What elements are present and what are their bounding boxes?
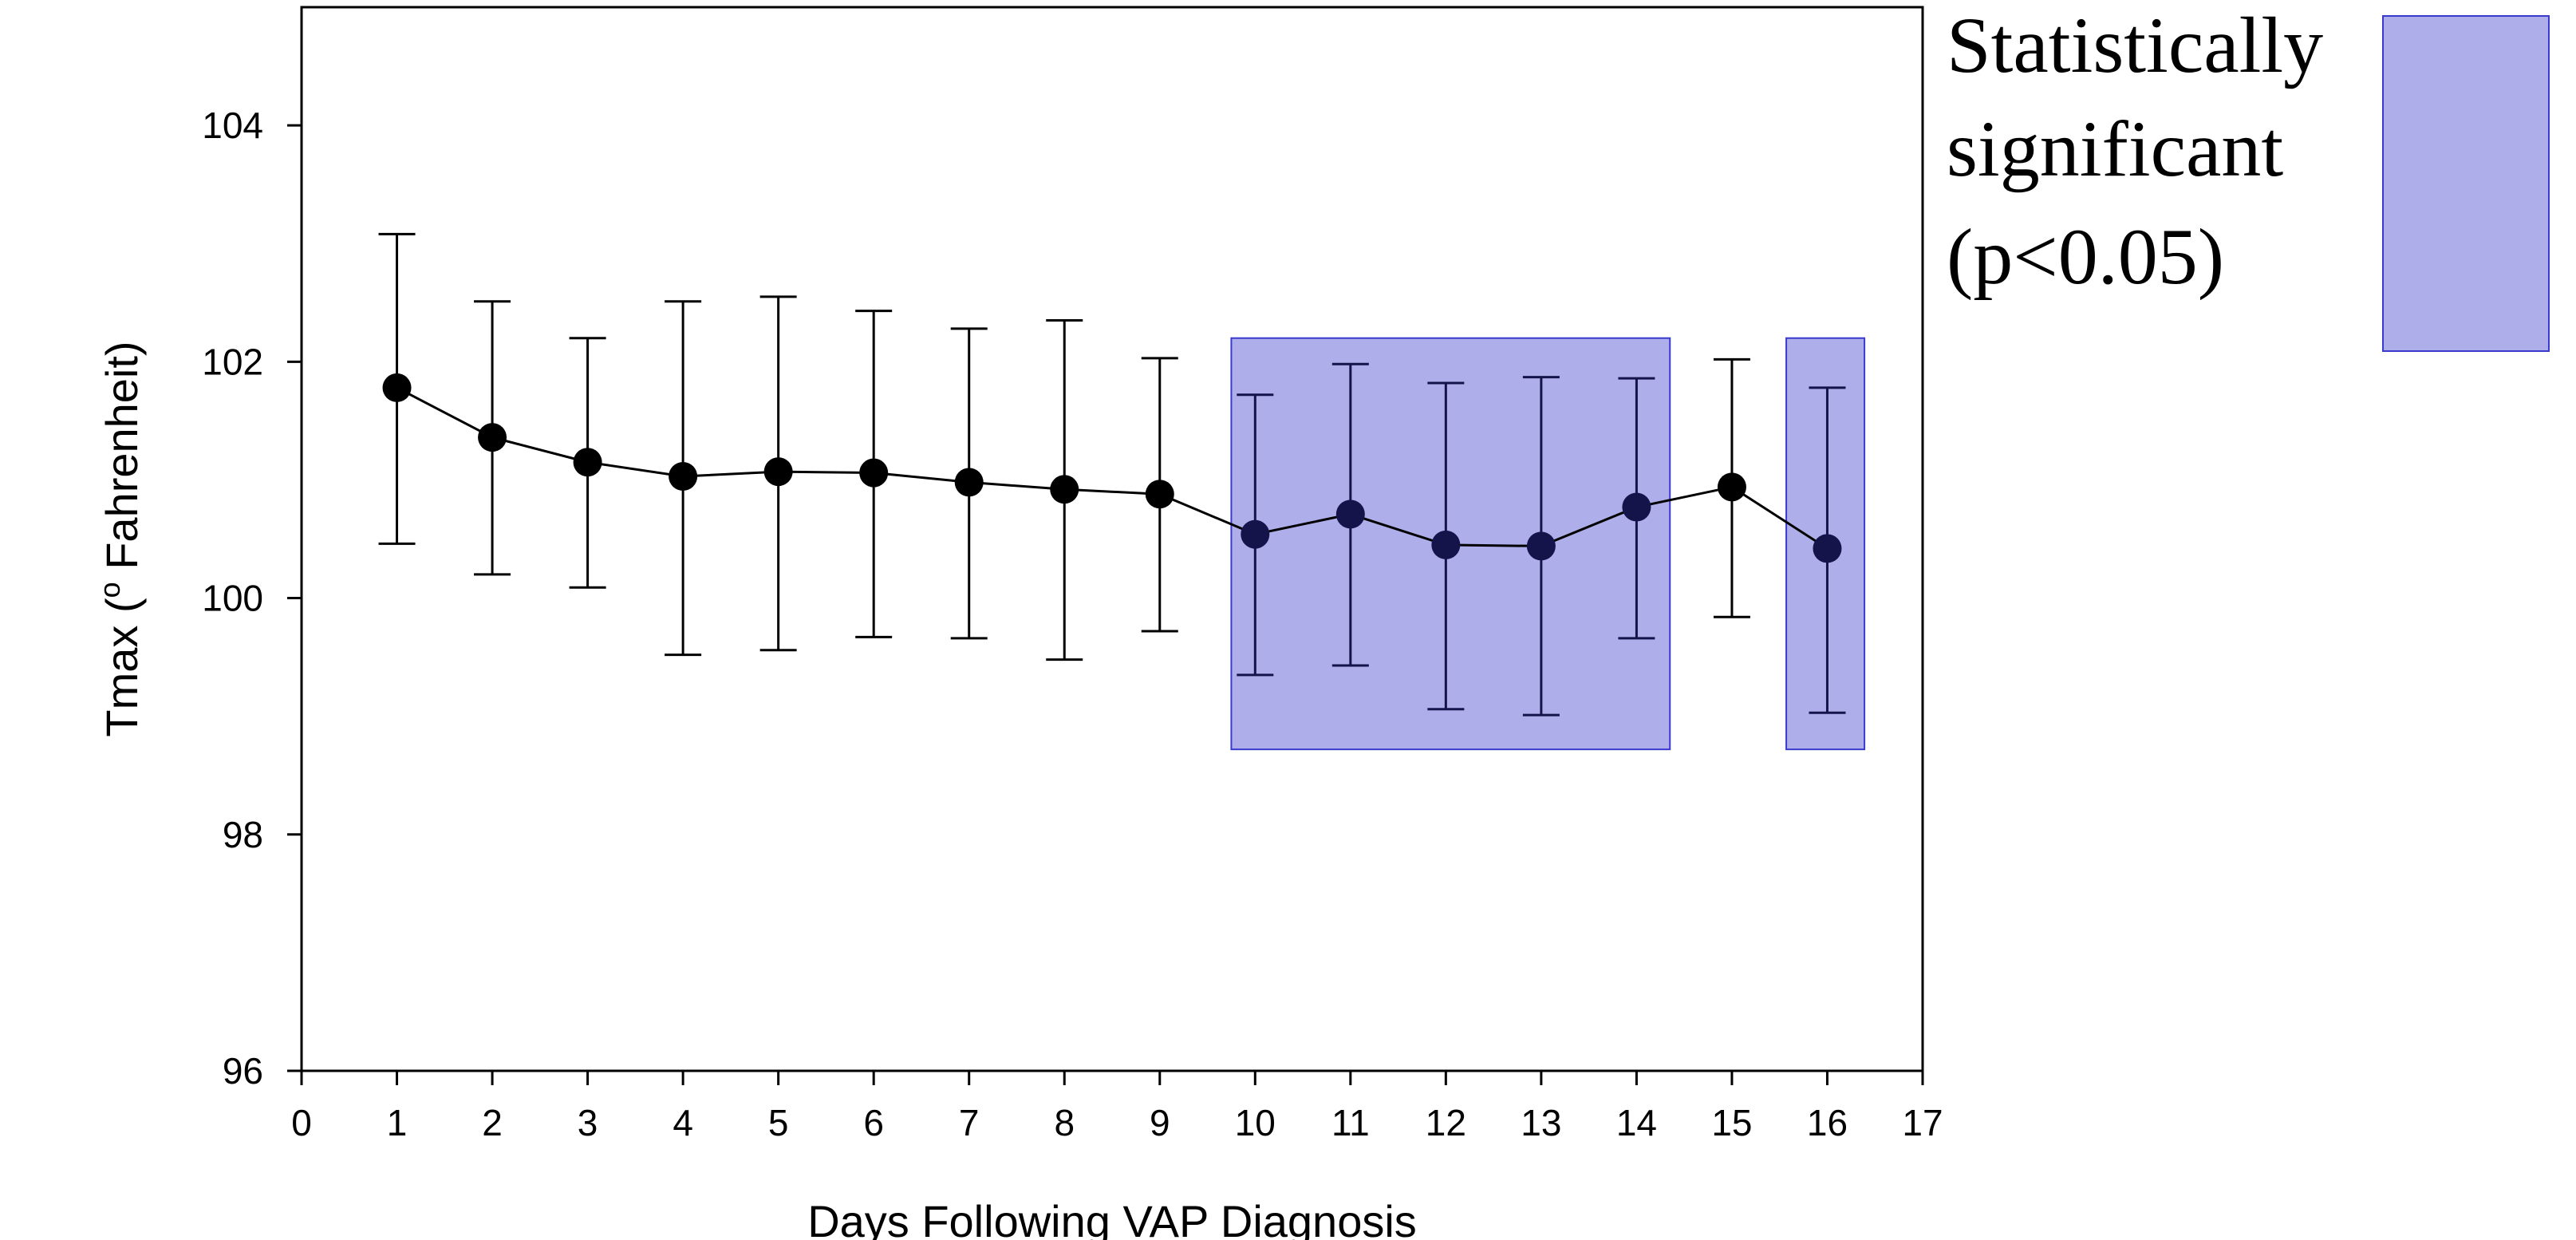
y-axis-title-unit: Fahrenheit) <box>97 341 147 582</box>
x-tick-label: 9 <box>1150 1102 1170 1143</box>
y-axis-ticks: 96 98 100 102 104 <box>202 105 302 1092</box>
data-point <box>573 448 602 477</box>
y-tick-label: 100 <box>202 578 263 619</box>
data-point <box>1241 519 1270 549</box>
x-tick-label: 1 <box>387 1102 408 1143</box>
plot-area-frame <box>300 6 1924 1072</box>
x-tick-label: 12 <box>1426 1102 1466 1143</box>
x-tick-label: 10 <box>1235 1102 1276 1143</box>
legend-text-line: (p<0.05) <box>1947 212 2224 301</box>
x-axis-title: Days Following VAP Diagnosis <box>807 1196 1417 1240</box>
data-point <box>478 423 507 452</box>
x-tick-label: 2 <box>482 1102 503 1143</box>
x-tick-label: 14 <box>1616 1102 1657 1143</box>
y-axis-title-degree: o <box>93 582 126 598</box>
x-tick-label: 0 <box>291 1102 312 1143</box>
y-axis-title: Tmax (o Fahrenheit) <box>93 341 147 736</box>
data-point <box>1145 480 1174 509</box>
x-tick-label: 3 <box>578 1102 598 1143</box>
y-tick-label: 98 <box>223 814 263 855</box>
data-point <box>1526 531 1556 561</box>
x-tick-label: 4 <box>673 1102 693 1143</box>
data-point <box>1335 500 1365 529</box>
data-point <box>1050 475 1079 504</box>
series-line-layer <box>396 386 1828 550</box>
data-point <box>763 457 793 487</box>
x-tick-label: 8 <box>1054 1102 1075 1143</box>
x-tick-label: 16 <box>1807 1102 1848 1143</box>
significance-shading-layer <box>1230 337 1866 751</box>
data-point <box>954 468 984 497</box>
legend: Statistically significant (p<0.05) <box>1947 1 2550 352</box>
y-tick-label: 96 <box>223 1050 263 1092</box>
legend-text-line: Statistically <box>1947 1 2323 89</box>
series-line <box>396 386 1828 550</box>
data-point <box>1431 530 1461 559</box>
data-point <box>1813 534 1842 563</box>
y-axis-title-main: Tmax ( <box>97 598 147 737</box>
data-point <box>1717 472 1746 502</box>
x-axis-ticks: 0 1 2 3 4 5 6 7 8 9 10 11 12 13 14 15 16 17 <box>291 1071 1943 1143</box>
x-tick-label: 15 <box>1711 1102 1752 1143</box>
x-tick-label: 17 <box>1902 1102 1943 1143</box>
data-point <box>382 373 412 402</box>
x-tick-label: 6 <box>863 1102 884 1143</box>
x-tick-label: 11 <box>1331 1102 1370 1143</box>
legend-text-line: significant <box>1947 105 2283 193</box>
data-point <box>1622 492 1651 522</box>
data-point <box>669 462 698 492</box>
y-tick-label: 102 <box>202 341 263 382</box>
legend-swatch <box>2382 15 2550 352</box>
x-tick-label: 13 <box>1521 1102 1561 1143</box>
markers-layer <box>382 373 1842 563</box>
y-tick-label: 104 <box>202 105 263 146</box>
x-tick-label: 5 <box>768 1102 789 1143</box>
data-point <box>859 458 889 488</box>
x-tick-label: 7 <box>959 1102 980 1143</box>
